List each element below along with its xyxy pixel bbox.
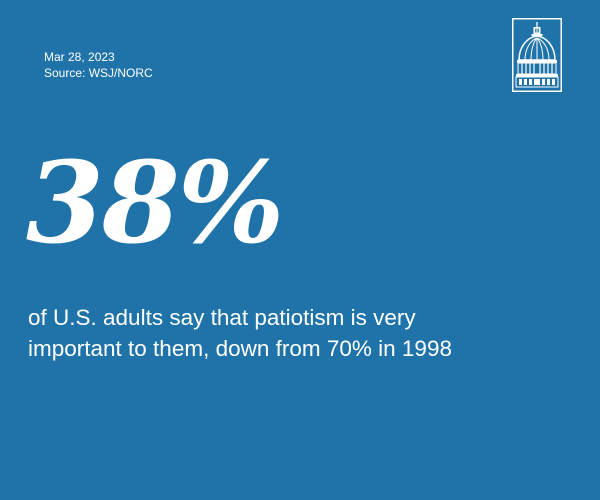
stat-caption: of U.S. adults say that patiotism is ver…: [28, 302, 568, 364]
caption-line-1: of U.S. adults say that patiotism is ver…: [28, 305, 416, 330]
headline-stat: 38%: [26, 138, 284, 269]
meta-block: Mar 28, 2023 Source: WSJ/NORC: [44, 49, 153, 81]
date-label: Mar 28, 2023: [44, 50, 115, 64]
capitol-dome-icon: [512, 18, 562, 92]
caption-line-2: important to them, down from 70% in 1998: [28, 336, 452, 361]
source-label: Source: WSJ/NORC: [44, 66, 153, 80]
